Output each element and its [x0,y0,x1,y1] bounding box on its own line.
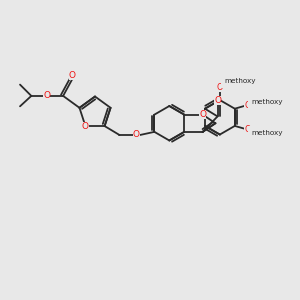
Text: O: O [214,97,221,106]
Text: O: O [68,71,76,80]
Text: methoxy: methoxy [252,130,283,136]
Text: O: O [82,122,89,130]
Text: O: O [217,83,223,92]
Text: O: O [199,110,206,119]
Text: O: O [244,100,250,109]
Text: methoxy: methoxy [224,78,256,84]
Text: O: O [133,130,140,140]
Text: methoxy: methoxy [252,99,283,105]
Text: O: O [244,125,250,134]
Text: O: O [43,92,50,100]
